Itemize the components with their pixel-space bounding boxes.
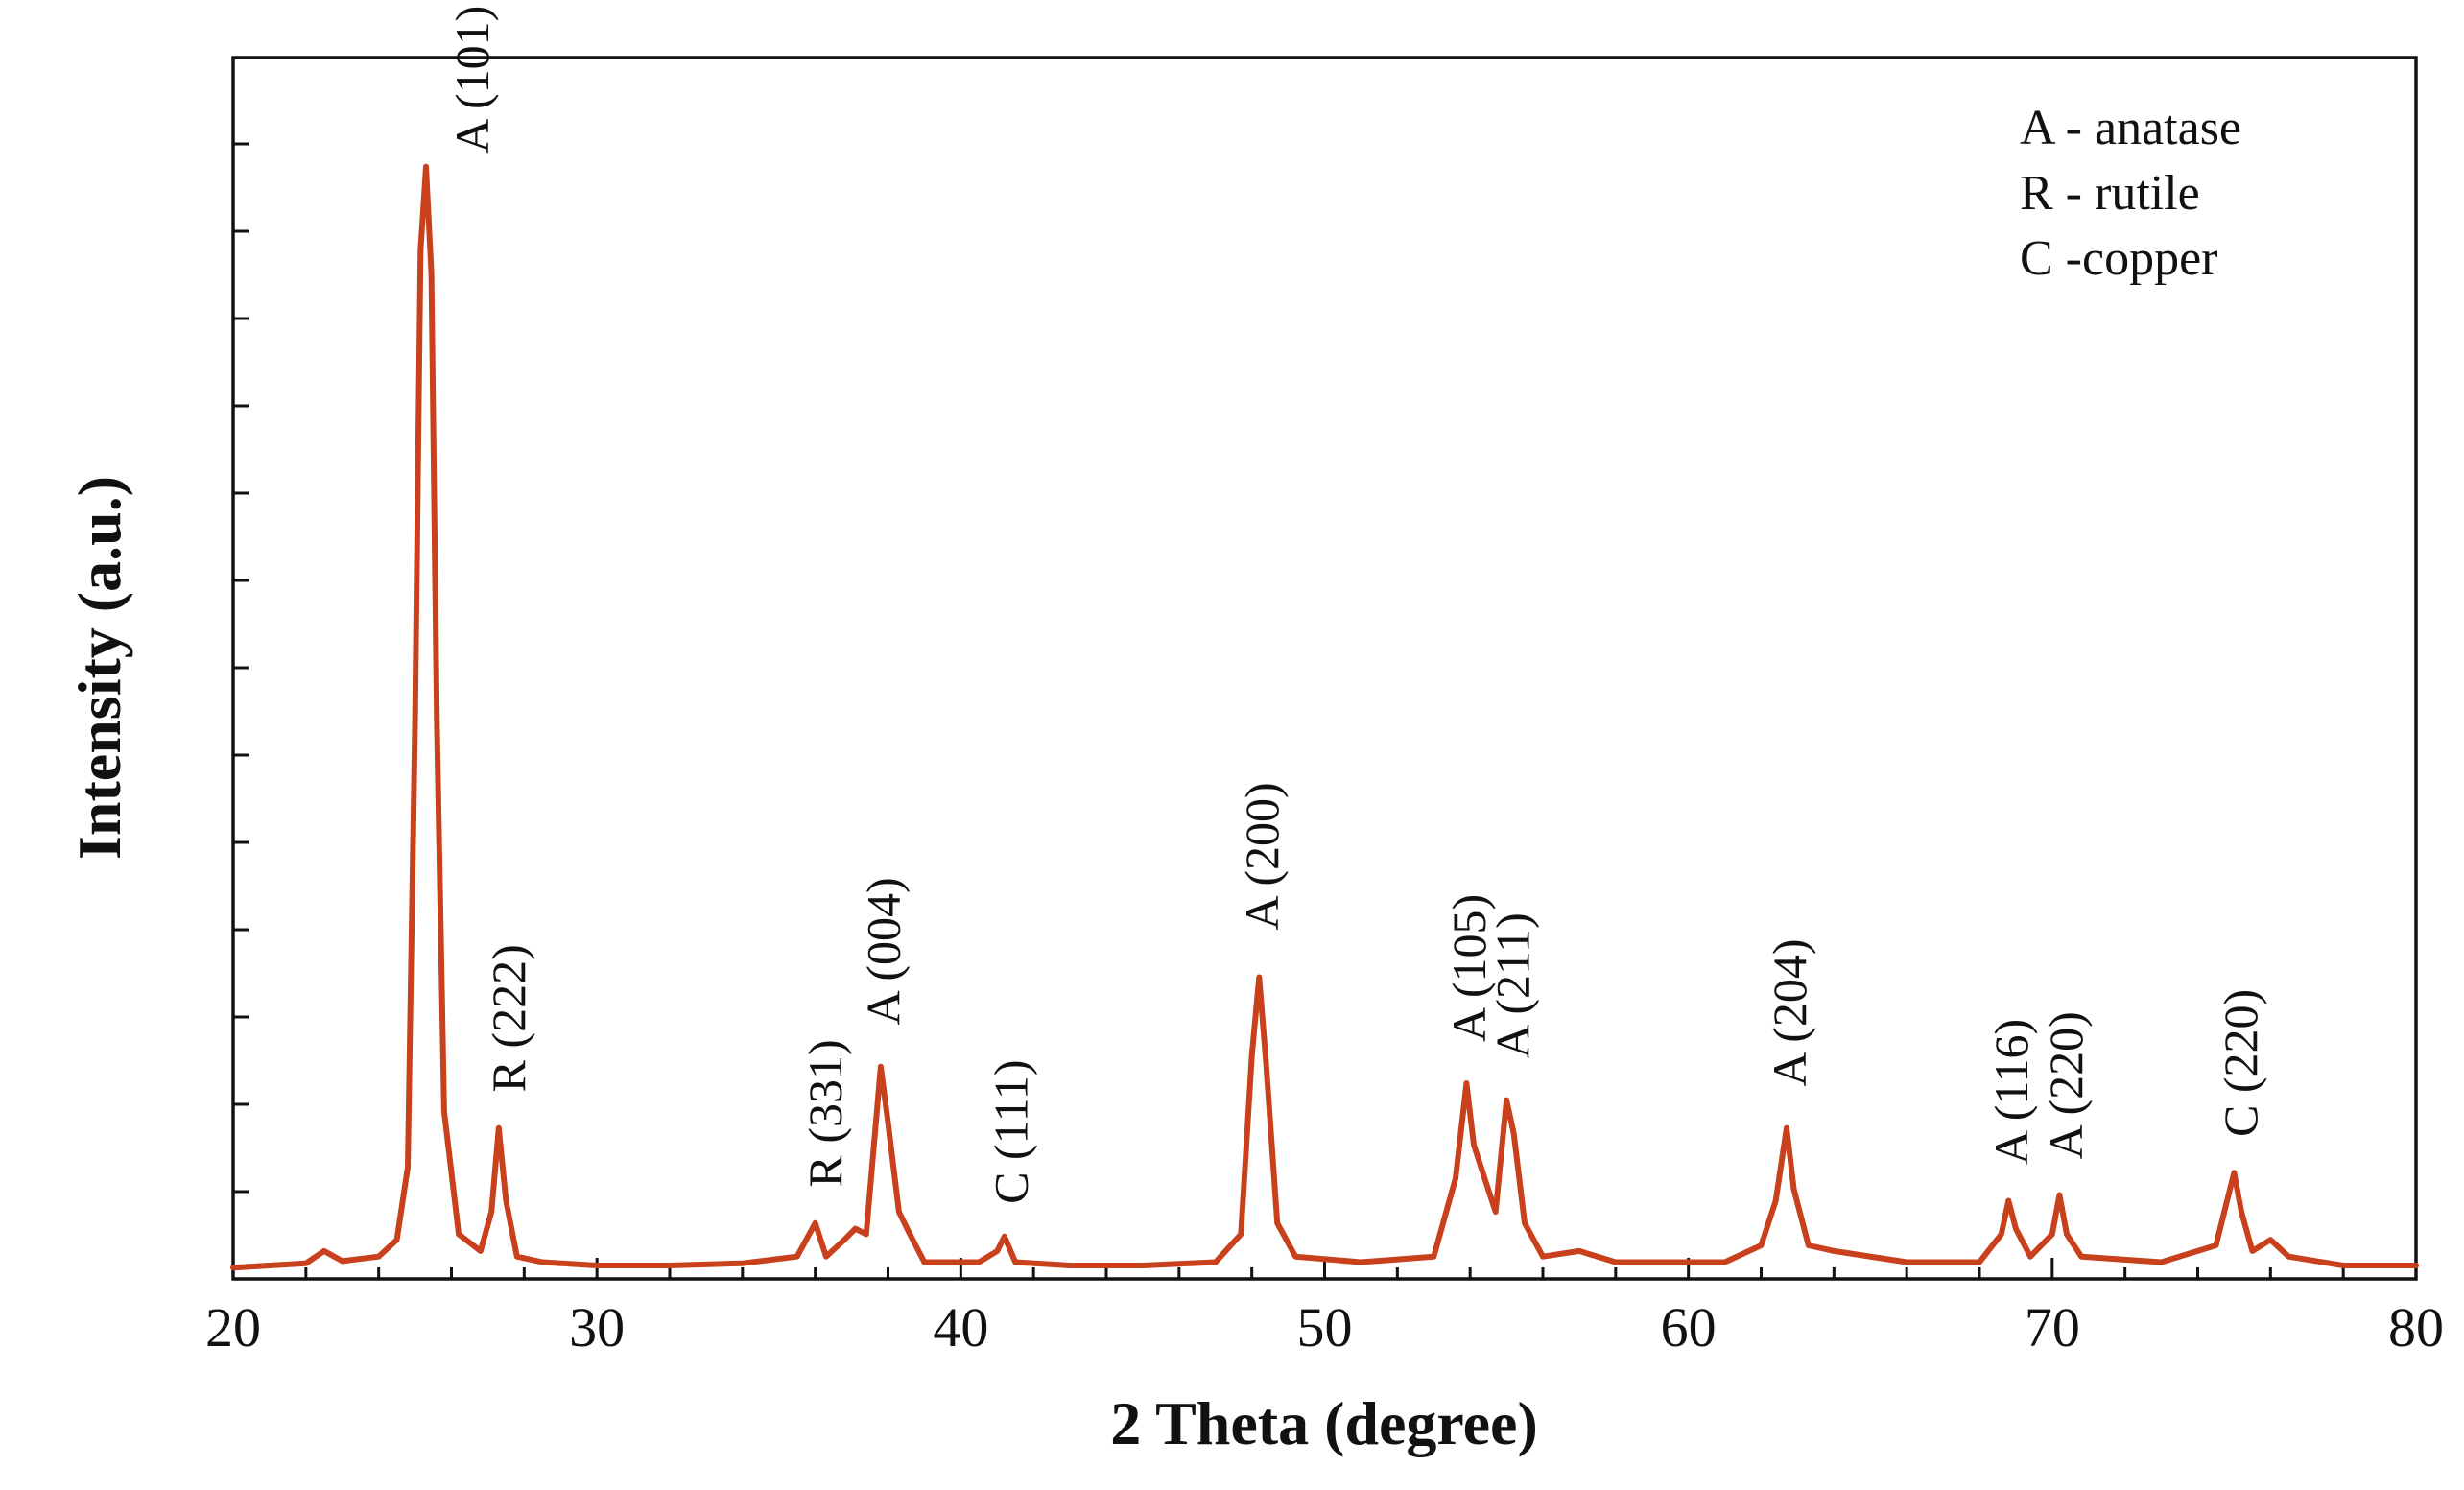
legend-entry: R - rutile <box>2020 166 2200 221</box>
x-tick-label: 60 <box>1661 1296 1717 1359</box>
peak-label: A (200) <box>1235 782 1289 930</box>
x-tick-label: 70 <box>2025 1296 2080 1359</box>
peak-label: R (222) <box>482 944 535 1092</box>
peak-label: A (204) <box>1763 938 1816 1086</box>
legend: A - anatase R - rutile C -copper <box>2020 101 2241 286</box>
peak-label: C (111) <box>983 1059 1037 1203</box>
peak-label: R (331) <box>798 1039 852 1187</box>
x-tick-label: 30 <box>569 1296 625 1359</box>
legend-entry: C -copper <box>2020 231 2217 286</box>
peak-label: A (116) <box>1984 1019 2038 1165</box>
x-tick-label: 50 <box>1297 1296 1353 1359</box>
x-axis-title: 2 Theta (degree) <box>1110 1389 1538 1457</box>
x-tick-label: 20 <box>205 1296 261 1359</box>
peak-label: A (101) <box>445 6 499 154</box>
series-layer <box>230 163 2419 1271</box>
peak-label: A (211) <box>1486 912 1540 1058</box>
legend-entry: A - anatase <box>2020 101 2241 155</box>
peak-label: C (220) <box>2214 989 2267 1137</box>
x-tick-label: 40 <box>933 1296 988 1359</box>
x-axis-ticks: 20 30 40 50 60 70 80 <box>205 1258 2444 1359</box>
peak-label: A (004) <box>857 877 911 1025</box>
peak-annotations: A (101) R (222) R (331)A (004) C (111) A (20… <box>445 6 2267 1204</box>
y-axis-title: Intensity (a.u.) <box>65 476 133 860</box>
peak-label: A (105) <box>1442 894 1496 1042</box>
peak-label: A (220) <box>2039 1011 2093 1159</box>
x-tick-label: 80 <box>2388 1296 2444 1359</box>
y-axis-ticks <box>233 142 249 1194</box>
xrd-trace <box>230 163 2419 1271</box>
